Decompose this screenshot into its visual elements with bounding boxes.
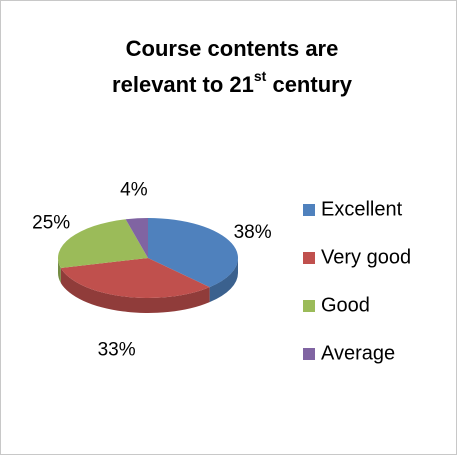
slice [148, 218, 238, 288]
title-part: relevant to 21 [112, 72, 254, 97]
legend-swatch [303, 300, 315, 312]
title-part: century [266, 72, 352, 97]
slice-side [209, 258, 238, 303]
data-label: 33% [98, 339, 136, 360]
data-label: 4% [120, 180, 148, 201]
slice [58, 219, 148, 268]
legend-label: Average [321, 342, 395, 364]
legend-swatch [303, 252, 315, 264]
slice [60, 258, 210, 299]
chart-title: Course contents are [126, 36, 339, 61]
legend-label: Very good [321, 246, 411, 268]
title-sup: st [254, 68, 267, 84]
legend-swatch [303, 204, 315, 216]
legend-label: Good [321, 294, 370, 316]
slice [125, 218, 148, 258]
data-label: 38% [234, 222, 272, 243]
slice-side [58, 258, 61, 283]
data-label: 25% [32, 212, 70, 233]
legend-swatch [303, 348, 315, 360]
slice-side [60, 267, 210, 314]
chart-title: relevant to 21st century [112, 68, 353, 97]
legend-label: Excellent [321, 198, 403, 220]
